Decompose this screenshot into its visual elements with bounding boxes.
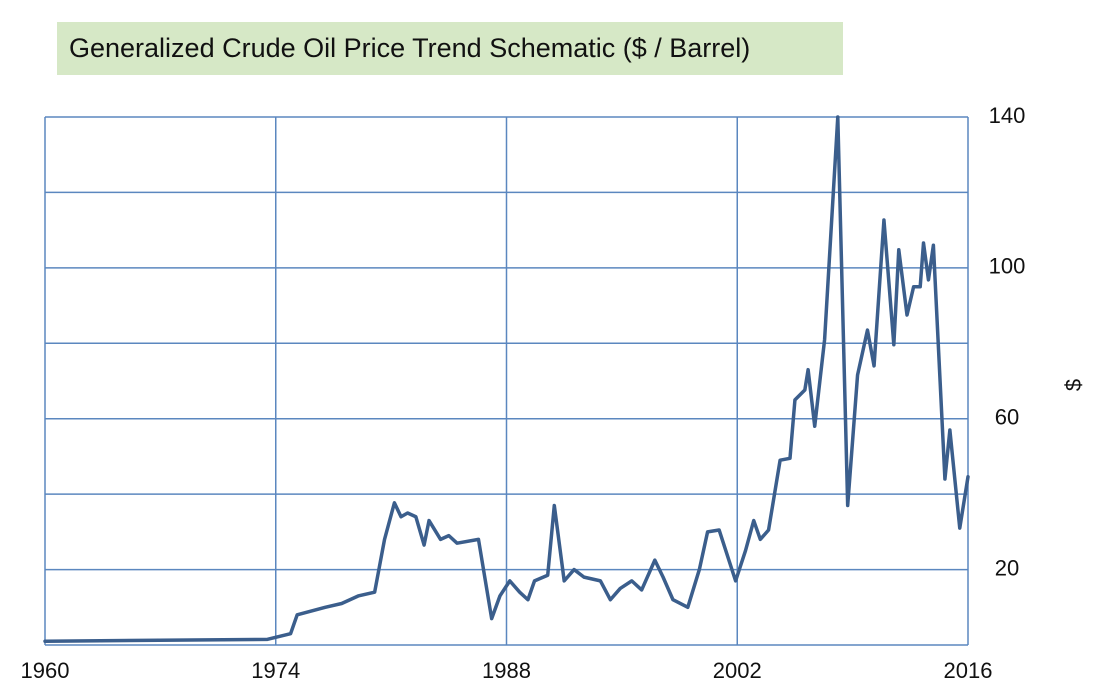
- y-tick-label: 100: [989, 254, 1026, 279]
- chart-title: Generalized Crude Oil Price Trend Schema…: [57, 22, 843, 75]
- y-tick-label: 60: [995, 405, 1019, 430]
- y-tick-label: 20: [995, 555, 1019, 580]
- y-tick-label: 140: [989, 103, 1026, 128]
- price-line: [43, 115, 970, 643]
- x-tick-label: 1988: [482, 658, 531, 683]
- x-tick-label: 2002: [713, 658, 762, 683]
- y-axis-label: $: [1061, 379, 1086, 391]
- x-tick-label: 1960: [21, 658, 70, 683]
- x-tick-label: 2016: [944, 658, 993, 683]
- x-tick-label: 1974: [251, 658, 300, 683]
